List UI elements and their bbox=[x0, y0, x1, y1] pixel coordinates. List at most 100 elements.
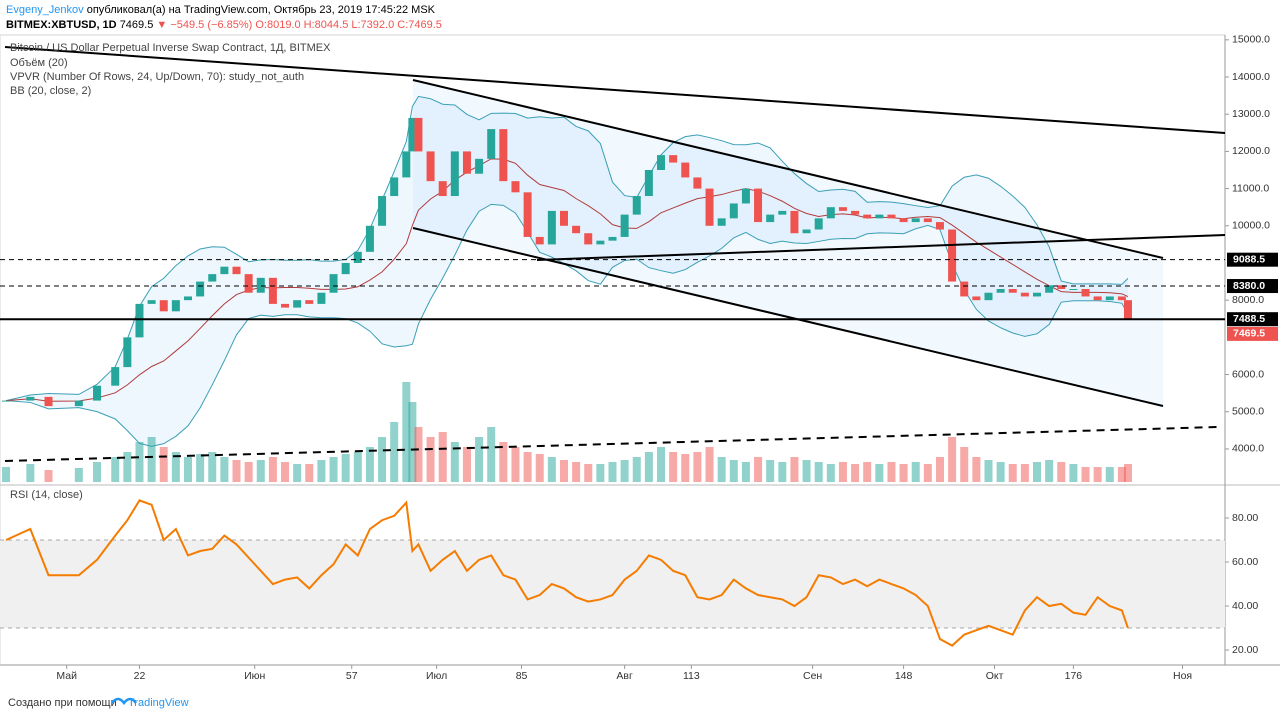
candle bbox=[232, 266, 241, 275]
candle bbox=[2, 400, 11, 402]
candle bbox=[438, 181, 447, 197]
candle bbox=[547, 210, 556, 245]
y-tick-label: 80.00 bbox=[1232, 512, 1258, 524]
volume-bar bbox=[183, 457, 192, 482]
volume-bar bbox=[1008, 464, 1017, 482]
candle bbox=[93, 385, 102, 401]
candle bbox=[632, 196, 641, 215]
volume-bar bbox=[608, 462, 617, 482]
volume-bar bbox=[365, 447, 374, 482]
trend-line bbox=[412, 79, 1164, 259]
candle bbox=[681, 162, 690, 178]
volume-bar bbox=[996, 462, 1005, 482]
volume-bar bbox=[826, 464, 835, 482]
ohlc: O:8019.0 H:8044.5 L:7392.0 C:7469.5 bbox=[255, 19, 442, 31]
y-tick-label: 5000.0 bbox=[1232, 406, 1264, 418]
y-tick-label: 12000.0 bbox=[1232, 145, 1270, 157]
candle bbox=[281, 303, 290, 308]
x-tick-label: Июн bbox=[244, 670, 265, 682]
candle bbox=[208, 274, 217, 282]
y-tick-label: 6000.0 bbox=[1232, 368, 1264, 380]
candle bbox=[1093, 296, 1102, 301]
volume-bar bbox=[620, 460, 629, 482]
volume-bar bbox=[790, 457, 799, 482]
candle bbox=[135, 303, 144, 338]
candle bbox=[256, 277, 265, 293]
published: опубликовал(а) на TradingView.com, Октяб… bbox=[86, 4, 436, 16]
volume-bar bbox=[899, 464, 908, 482]
volume-bar bbox=[644, 452, 653, 482]
candle bbox=[948, 229, 957, 282]
volume-bar bbox=[911, 462, 920, 482]
candle bbox=[620, 214, 629, 237]
candle bbox=[863, 214, 872, 219]
candle bbox=[293, 300, 302, 308]
volume-bar bbox=[111, 457, 120, 482]
footer-brand[interactable]: TradingView bbox=[128, 697, 189, 709]
volume-bar bbox=[438, 432, 447, 482]
level-label: 8380.0 bbox=[1233, 280, 1265, 292]
volume-bar bbox=[450, 442, 459, 482]
candle bbox=[887, 214, 896, 219]
candle bbox=[487, 129, 496, 159]
channel-fill bbox=[413, 80, 1163, 406]
x-tick-label: 113 bbox=[683, 670, 700, 682]
volume-bar bbox=[244, 462, 253, 482]
candle bbox=[790, 210, 799, 234]
x-tick-label: 22 bbox=[134, 670, 146, 682]
x-tick-label: 57 bbox=[346, 670, 358, 682]
candle bbox=[814, 218, 823, 230]
candle bbox=[450, 151, 459, 197]
volume-bar bbox=[960, 447, 969, 482]
candle bbox=[802, 229, 811, 234]
candle bbox=[390, 177, 399, 197]
volume-bar bbox=[159, 447, 168, 482]
volume-bar bbox=[1105, 467, 1114, 482]
author[interactable]: Evgeny_Jenkov bbox=[6, 4, 84, 16]
x-tick-label: Июл bbox=[426, 670, 447, 682]
candle bbox=[305, 300, 314, 304]
volume-bar bbox=[26, 464, 35, 482]
volume-bar bbox=[766, 460, 775, 482]
candle bbox=[220, 266, 229, 275]
volume-bar bbox=[268, 457, 277, 482]
candle bbox=[669, 155, 678, 163]
tv-logo bbox=[111, 697, 137, 706]
candle bbox=[705, 188, 714, 226]
bb-basis bbox=[6, 158, 1129, 402]
candle bbox=[414, 117, 423, 152]
volume-bar bbox=[305, 464, 314, 482]
candle bbox=[875, 214, 884, 219]
candle bbox=[572, 225, 581, 234]
footer-text: Создано при помощи bbox=[8, 697, 117, 709]
y-tick-label: 4000.0 bbox=[1232, 443, 1264, 455]
volume-bar bbox=[293, 464, 302, 482]
candle bbox=[523, 192, 532, 237]
volume-bar bbox=[559, 460, 568, 482]
candle bbox=[244, 274, 253, 293]
volume-bar bbox=[705, 447, 714, 482]
volume-bar bbox=[1020, 464, 1029, 482]
volume-bar bbox=[535, 454, 544, 482]
x-tick-label: 85 bbox=[516, 670, 528, 682]
volume-bar bbox=[741, 462, 750, 482]
candle bbox=[1069, 289, 1078, 291]
candle bbox=[1105, 296, 1114, 301]
candle bbox=[365, 225, 374, 252]
volume-bar bbox=[232, 460, 241, 482]
volume-bar bbox=[123, 452, 132, 482]
candle bbox=[111, 367, 120, 386]
trend-line bbox=[536, 234, 1226, 261]
volume-bar bbox=[693, 452, 702, 482]
candle bbox=[960, 281, 969, 297]
candle bbox=[1117, 296, 1126, 301]
indicator-label: BB (20, close, 2) bbox=[10, 85, 91, 97]
level-label: 9088.5 bbox=[1233, 253, 1265, 265]
volume-bar bbox=[729, 460, 738, 482]
volume-bar bbox=[2, 467, 11, 482]
x-tick-label: Ноя bbox=[1173, 670, 1192, 682]
volume-bar bbox=[584, 464, 593, 482]
x-tick-label: Окт bbox=[986, 670, 1004, 682]
